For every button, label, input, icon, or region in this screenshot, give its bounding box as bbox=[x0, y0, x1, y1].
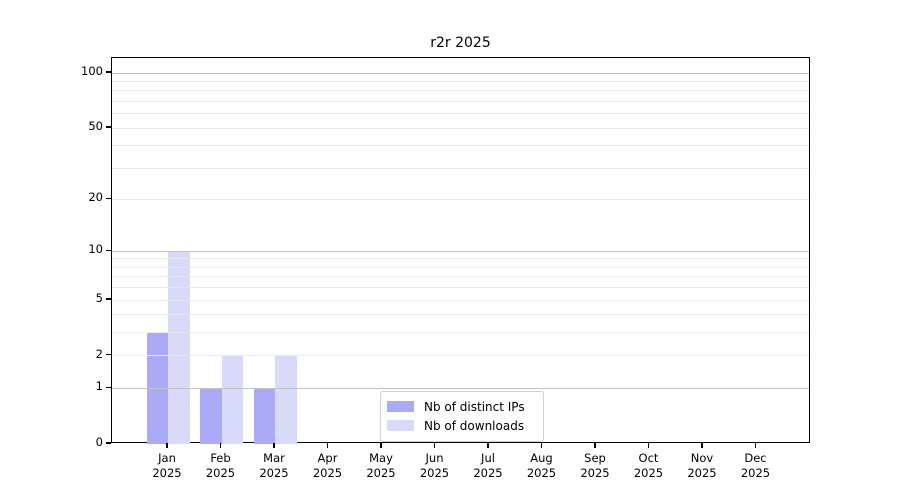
minor-gridline bbox=[112, 127, 809, 129]
minor-gridline bbox=[112, 113, 809, 115]
x-tick-mark bbox=[219, 443, 222, 448]
minor-gridline bbox=[112, 314, 809, 316]
y-tick-label: 1 bbox=[95, 379, 103, 394]
x-tick-mark bbox=[326, 443, 329, 448]
x-tick-label: Mar 2025 bbox=[259, 451, 289, 480]
y-tick-mark bbox=[106, 298, 111, 300]
minor-gridline bbox=[112, 198, 809, 200]
y-tick-mark bbox=[106, 354, 111, 356]
x-tick-label: Feb 2025 bbox=[205, 451, 236, 480]
x-tick-label: Jun 2025 bbox=[419, 451, 450, 480]
x-tick-mark bbox=[166, 443, 168, 448]
x-tick-mark bbox=[594, 443, 596, 448]
legend-swatch bbox=[387, 420, 414, 431]
minor-gridline bbox=[112, 145, 809, 147]
minor-gridline bbox=[112, 355, 809, 357]
minor-gridline bbox=[112, 81, 809, 83]
bar-downloads bbox=[275, 355, 297, 444]
x-tick-mark bbox=[540, 443, 543, 448]
legend-label: Nb of downloads bbox=[424, 418, 525, 433]
x-tick-mark bbox=[487, 443, 489, 448]
y-tick-label: 10 bbox=[88, 242, 103, 257]
x-tick-label: Jul 2025 bbox=[473, 451, 503, 480]
y-tick-mark bbox=[106, 126, 111, 128]
x-tick-label: Nov 2025 bbox=[687, 451, 717, 480]
x-tick-mark bbox=[701, 443, 703, 448]
y-tick-label: 20 bbox=[88, 190, 103, 205]
y-tick-label: 50 bbox=[88, 119, 103, 134]
x-tick-mark bbox=[647, 443, 650, 448]
y-tick-label: 5 bbox=[95, 291, 103, 306]
minor-gridline bbox=[112, 276, 809, 278]
legend-row: Nb of distinct IPs bbox=[387, 398, 535, 415]
y-tick-mark bbox=[106, 386, 111, 388]
x-tick-label: Jan 2025 bbox=[152, 451, 182, 480]
minor-gridline bbox=[112, 287, 809, 289]
bar-distinct-ips bbox=[200, 388, 222, 444]
minor-gridline bbox=[112, 258, 809, 260]
major-gridline bbox=[112, 250, 809, 252]
minor-gridline bbox=[112, 167, 809, 169]
y-tick-mark bbox=[106, 71, 111, 73]
minor-gridline bbox=[112, 266, 809, 268]
legend: Nb of distinct IPs Nb of downloads bbox=[380, 391, 544, 442]
x-tick-label: Sep 2025 bbox=[580, 451, 610, 480]
bar-downloads bbox=[221, 355, 243, 444]
y-tick-mark bbox=[106, 197, 111, 200]
x-tick-label: Apr 2025 bbox=[312, 451, 343, 480]
legend-swatch bbox=[387, 401, 414, 412]
y-tick-label: 0 bbox=[95, 435, 103, 449]
x-tick-mark bbox=[754, 443, 757, 448]
chart-title: r2r 2025 bbox=[430, 35, 491, 51]
bar-downloads bbox=[168, 251, 190, 444]
bar-distinct-ips bbox=[253, 388, 275, 444]
y-tick-mark bbox=[106, 442, 111, 444]
x-tick-label: Dec 2025 bbox=[740, 451, 771, 480]
x-tick-label: Aug 2025 bbox=[526, 451, 557, 480]
minor-gridline bbox=[112, 332, 809, 334]
y-tick-label: 2 bbox=[95, 346, 103, 361]
y-tick-label: 100 bbox=[81, 64, 103, 79]
x-tick-mark bbox=[433, 443, 436, 448]
minor-gridline bbox=[112, 299, 809, 301]
major-gridline bbox=[112, 72, 809, 74]
major-gridline bbox=[112, 387, 809, 389]
legend-label: Nb of distinct IPs bbox=[424, 399, 525, 414]
x-tick-label: May 2025 bbox=[366, 451, 396, 480]
minor-gridline bbox=[112, 100, 809, 102]
x-tick-label: Oct 2025 bbox=[633, 451, 664, 480]
y-tick-mark bbox=[106, 249, 111, 252]
plot-area bbox=[111, 57, 810, 444]
x-tick-mark bbox=[380, 443, 382, 448]
legend-row: Nb of downloads bbox=[387, 417, 535, 434]
minor-gridline bbox=[112, 90, 809, 92]
x-tick-mark bbox=[273, 443, 275, 448]
